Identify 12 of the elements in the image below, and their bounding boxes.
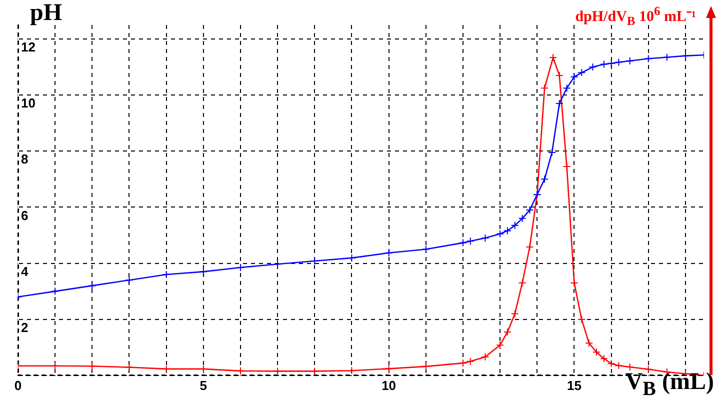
y-tick-label: 4 (21, 264, 29, 279)
x-tick-label: 5 (200, 378, 208, 393)
x-tick-label: 0 (14, 378, 22, 393)
y-axis-title: pH (30, 0, 62, 27)
y-tick-label: 2 (21, 320, 28, 335)
y-tick-label: 6 (21, 208, 28, 223)
y2-axis-title: dpH/dV$_{B}$ 10$^{6}$ mL⁻¹ (575, 4, 696, 29)
y-tick-label: 12 (21, 40, 36, 55)
x-tick-label: 15 (566, 378, 582, 393)
x-tick-label: 10 (382, 378, 396, 393)
y-tick-label: 10 (21, 96, 36, 111)
y-tick-label: 8 (21, 152, 28, 167)
